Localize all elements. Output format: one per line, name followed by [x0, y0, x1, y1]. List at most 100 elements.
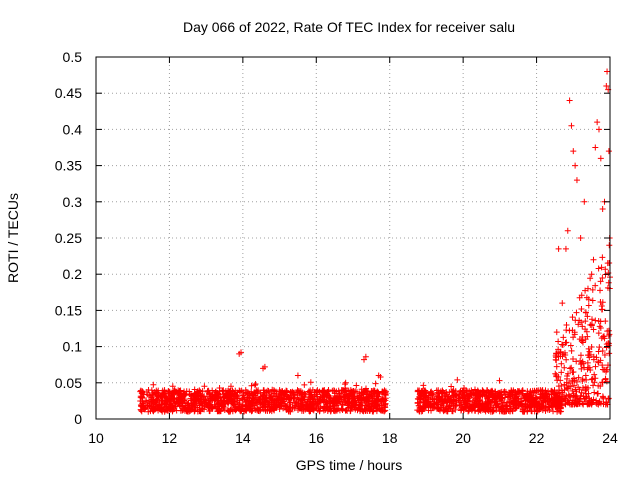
data-point: [191, 401, 198, 408]
data-point: [554, 400, 561, 407]
data-point: [571, 382, 578, 389]
data-point: [597, 299, 604, 306]
data-point: [336, 390, 343, 397]
data-point: [464, 388, 471, 395]
data-point: [435, 400, 442, 407]
x-tick-label: 18: [382, 430, 398, 446]
data-point: [220, 403, 227, 410]
data-point: [585, 302, 592, 309]
axis-ticks: [95, 56, 611, 420]
x-axis-label: GPS time / hours: [296, 457, 403, 473]
data-point: [475, 400, 482, 407]
data-point: [599, 274, 606, 281]
data-point: [600, 333, 607, 340]
data-point: [573, 177, 580, 184]
y-tick-label: 0.2: [63, 266, 83, 282]
data-point: [379, 397, 386, 404]
data-point: [181, 388, 188, 395]
data-point: [573, 309, 580, 316]
grid-lines: [96, 57, 610, 419]
data-point: [158, 404, 165, 411]
data-point: [542, 404, 549, 411]
x-tick-label: 14: [235, 430, 251, 446]
x-tick-label: 10: [88, 430, 104, 446]
data-point: [568, 364, 575, 371]
data-point: [181, 396, 188, 403]
data-point: [595, 126, 602, 133]
data-point: [599, 206, 606, 213]
data-point: [197, 408, 204, 415]
data-point: [599, 254, 606, 261]
data-point: [240, 408, 247, 415]
data-point: [581, 198, 588, 205]
data-point: [589, 297, 596, 304]
data-point: [206, 389, 213, 396]
data-point: [377, 374, 384, 381]
data-point: [595, 358, 602, 365]
data-point: [138, 408, 145, 415]
data-point: [187, 391, 194, 398]
data-point: [556, 401, 563, 408]
data-point: [537, 391, 544, 398]
data-point: [598, 264, 605, 271]
data-point: [496, 398, 503, 405]
data-point: [501, 408, 508, 415]
data-point: [559, 342, 566, 349]
data-point: [546, 406, 553, 413]
data-point: [470, 403, 477, 410]
data-point: [230, 401, 237, 408]
data-point: [352, 406, 359, 413]
data-point: [548, 403, 555, 410]
data-point: [444, 407, 451, 414]
chart-title: Day 066 of 2022, Rate Of TEC Index for r…: [183, 19, 515, 35]
data-point: [252, 381, 259, 388]
data-point: [285, 395, 292, 402]
data-point: [166, 388, 173, 395]
data-point: [595, 348, 602, 355]
data-point: [557, 353, 564, 360]
data-point: [165, 387, 172, 394]
data-point: [234, 389, 241, 396]
data-point: [567, 342, 574, 349]
data-point: [516, 388, 523, 395]
data-point: [454, 376, 461, 383]
data-point: [175, 398, 182, 405]
data-point: [316, 399, 323, 406]
data-point: [553, 357, 560, 364]
data-point: [324, 388, 331, 395]
data-point: [307, 401, 314, 408]
data-point: [145, 387, 152, 394]
data-point: [341, 381, 348, 388]
data-point: [151, 406, 158, 413]
data-point: [530, 399, 537, 406]
data-point: [491, 398, 498, 405]
data-point: [262, 407, 269, 414]
data-point: [527, 388, 534, 395]
data-point: [558, 341, 565, 348]
data-point: [479, 388, 486, 395]
data-point: [599, 393, 606, 400]
data-point: [357, 408, 364, 415]
data-point: [189, 406, 196, 413]
data-point: [576, 294, 583, 301]
data-point: [560, 334, 567, 341]
data-point: [516, 400, 523, 407]
data-point: [536, 405, 543, 412]
data-point: [222, 391, 229, 398]
data-point: [594, 390, 601, 397]
data-point: [276, 387, 283, 394]
data-point: [578, 306, 585, 313]
data-point: [605, 395, 612, 402]
data-point: [562, 245, 569, 252]
data-point: [563, 339, 570, 346]
data-point: [430, 403, 437, 410]
data-point: [416, 393, 423, 400]
data-point: [596, 344, 603, 351]
data-point: [589, 316, 596, 323]
data-point: [579, 377, 586, 384]
data-point: [140, 403, 147, 410]
data-point: [155, 402, 162, 409]
data-point: [586, 354, 593, 361]
data-point: [440, 399, 447, 406]
